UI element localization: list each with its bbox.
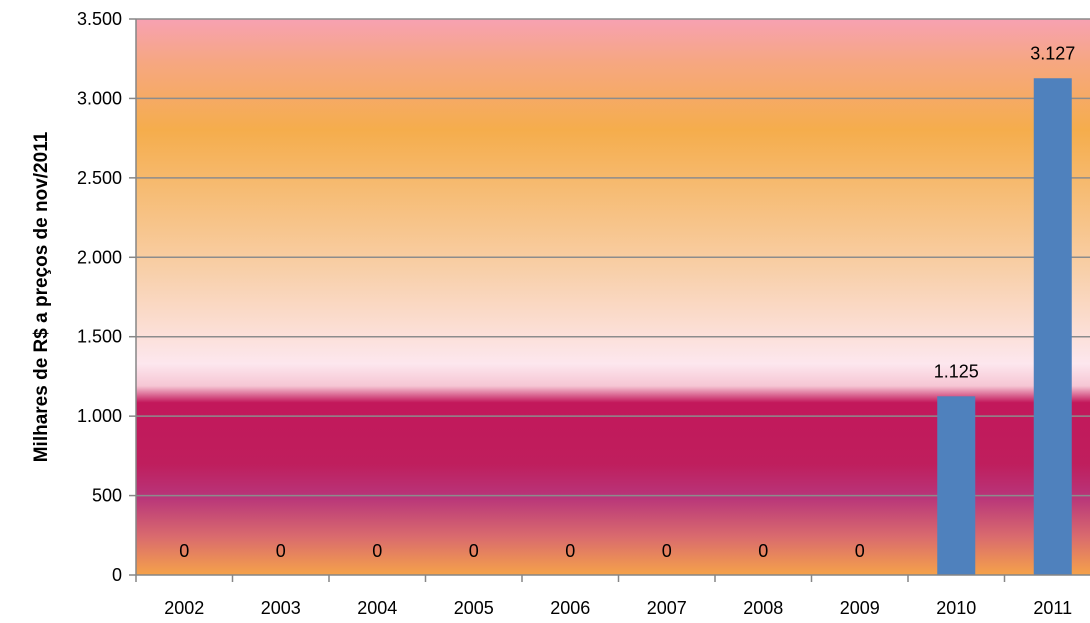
x-tick-label: 2003 <box>261 598 301 618</box>
data-labels: 0 0 0 0 0 0 0 0 1.125 3.127 <box>179 43 1075 561</box>
y-tick-label: 1.000 <box>77 406 122 426</box>
data-label: 0 <box>565 541 575 561</box>
gridlines <box>136 18 1090 497</box>
x-tick-label: 2009 <box>840 598 880 618</box>
y-tick-label: 2.500 <box>77 168 122 188</box>
plot-area-background <box>136 19 1090 575</box>
data-label: 0 <box>179 541 189 561</box>
x-tick-label: 2011 <box>1033 598 1072 618</box>
y-axis-title: Milhares de R$ a preços de nov/2011 <box>31 131 52 462</box>
data-label: 3.127 <box>1030 43 1075 63</box>
x-tick-label: 2010 <box>936 598 976 618</box>
data-label: 0 <box>758 541 768 561</box>
x-tick-label: 2002 <box>164 598 204 618</box>
y-tick-label: 1.500 <box>77 327 122 347</box>
x-tick-label: 2005 <box>454 598 494 618</box>
data-label: 0 <box>855 541 865 561</box>
data-label: 1.125 <box>934 361 979 381</box>
y-tick-label: 500 <box>92 486 122 506</box>
data-label: 0 <box>662 541 672 561</box>
axes: 0 500 1.000 1.500 2.000 2.500 3.000 3.500 2002 20… <box>77 9 1090 618</box>
x-tick-label: 2006 <box>550 598 590 618</box>
bar-2010 <box>937 396 976 575</box>
y-tick-label: 0 <box>112 565 122 585</box>
data-label: 0 <box>276 541 286 561</box>
x-tick-label: 2004 <box>357 598 397 618</box>
y-tick-label: 2.000 <box>77 247 122 267</box>
y-tick-label: 3.500 <box>77 9 122 29</box>
data-label: 0 <box>469 541 479 561</box>
y-tick-label: 3.000 <box>77 88 122 108</box>
bar-2011 <box>1033 78 1072 575</box>
bars <box>937 78 1072 575</box>
x-tick-label: 2008 <box>743 598 783 618</box>
x-tick-label: 2007 <box>647 598 687 618</box>
data-label: 0 <box>372 541 382 561</box>
